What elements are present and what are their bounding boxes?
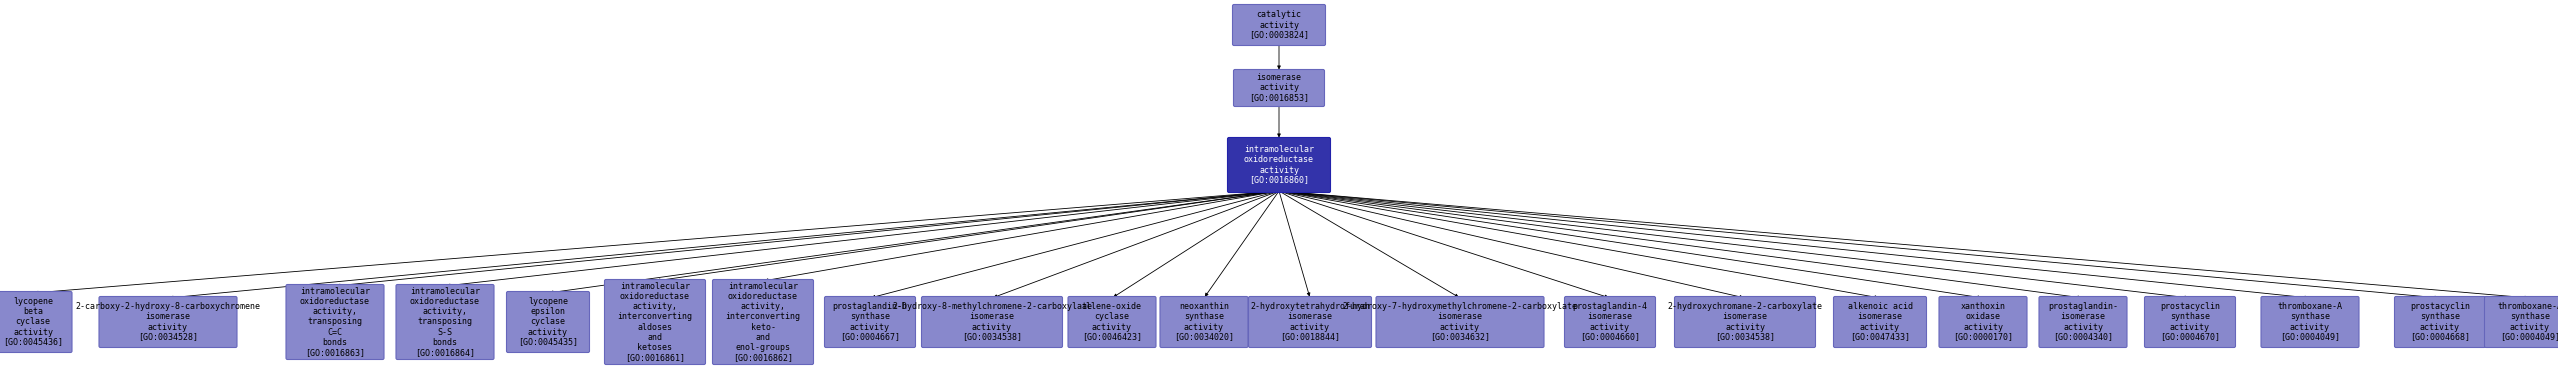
FancyBboxPatch shape bbox=[604, 279, 706, 365]
FancyBboxPatch shape bbox=[921, 296, 1062, 348]
FancyBboxPatch shape bbox=[1565, 296, 1655, 348]
FancyBboxPatch shape bbox=[1376, 296, 1545, 348]
Text: lycopene
beta
cyclase
activity
[GO:0045436]: lycopene beta cyclase activity [GO:00454… bbox=[3, 297, 64, 347]
Text: lycopene
epsilon
cyclase
activity
[GO:0045435]: lycopene epsilon cyclase activity [GO:00… bbox=[519, 297, 578, 347]
Text: thromboxane-A
synthase
activity
[GO:0004049]: thromboxane-A synthase activity [GO:0004… bbox=[2497, 302, 2558, 342]
FancyBboxPatch shape bbox=[714, 279, 813, 365]
Text: 2-hydroxychromane-2-carboxylate
isomerase
activity
[GO:0034538]: 2-hydroxychromane-2-carboxylate isomeras… bbox=[1668, 302, 1821, 342]
Text: xanthoxin
oxidase
activity
[GO:0000170]: xanthoxin oxidase activity [GO:0000170] bbox=[1952, 302, 2013, 342]
Text: 2-hydroxytetrahydrofuran
isomerase
activity
[GO:0018844]: 2-hydroxytetrahydrofuran isomerase activ… bbox=[1251, 302, 1371, 342]
FancyBboxPatch shape bbox=[1939, 296, 2026, 348]
Text: intramolecular
oxidoreductase
activity,
interconverting
aldoses
and
ketoses
[GO:: intramolecular oxidoreductase activity, … bbox=[616, 283, 693, 362]
FancyBboxPatch shape bbox=[1834, 296, 1926, 348]
Text: intramolecular
oxidoreductase
activity
[GO:0016860]: intramolecular oxidoreductase activity [… bbox=[1243, 146, 1315, 185]
Text: prostacyclin
synthase
activity
[GO:0004670]: prostacyclin synthase activity [GO:00046… bbox=[2159, 302, 2220, 342]
Text: thromboxane-A
synthase
activity
[GO:0004049]: thromboxane-A synthase activity [GO:0004… bbox=[2277, 302, 2343, 342]
FancyBboxPatch shape bbox=[1069, 296, 1156, 348]
FancyBboxPatch shape bbox=[1228, 137, 1330, 192]
Text: prostaglandin-D
synthase
activity
[GO:0004667]: prostaglandin-D synthase activity [GO:00… bbox=[831, 302, 908, 342]
FancyBboxPatch shape bbox=[1159, 296, 1248, 348]
FancyBboxPatch shape bbox=[824, 296, 916, 348]
Text: 2-hydroxy-8-methylchromene-2-carboxylate
isomerase
activity
[GO:0034538]: 2-hydroxy-8-methylchromene-2-carboxylate… bbox=[893, 302, 1092, 342]
Text: prostaglandin-4
isomerase
activity
[GO:0004660]: prostaglandin-4 isomerase activity [GO:0… bbox=[1573, 302, 1647, 342]
Text: alkenoic acid
isomerase
activity
[GO:0047433]: alkenoic acid isomerase activity [GO:004… bbox=[1847, 302, 1913, 342]
Text: prostaglandin-
isomerase
activity
[GO:0004340]: prostaglandin- isomerase activity [GO:00… bbox=[2049, 302, 2118, 342]
FancyBboxPatch shape bbox=[1233, 70, 1325, 106]
FancyBboxPatch shape bbox=[1248, 296, 1371, 348]
Text: 2-carboxy-2-hydroxy-8-carboxychromene
isomerase
activity
[GO:0034528]: 2-carboxy-2-hydroxy-8-carboxychromene is… bbox=[77, 302, 261, 342]
Text: isomerase
activity
[GO:0016853]: isomerase activity [GO:0016853] bbox=[1248, 74, 1310, 103]
FancyBboxPatch shape bbox=[0, 291, 72, 353]
Text: allene-oxide
cyclase
activity
[GO:0046423]: allene-oxide cyclase activity [GO:004642… bbox=[1082, 302, 1141, 342]
Text: 2-hydroxy-7-hydroxymethylchromene-2-carboxylate
isomerase
activity
[GO:0034632]: 2-hydroxy-7-hydroxymethylchromene-2-carb… bbox=[1343, 302, 1578, 342]
FancyBboxPatch shape bbox=[2394, 296, 2486, 348]
FancyBboxPatch shape bbox=[506, 291, 588, 353]
FancyBboxPatch shape bbox=[1233, 5, 1325, 46]
FancyBboxPatch shape bbox=[396, 284, 494, 360]
FancyBboxPatch shape bbox=[286, 284, 384, 360]
FancyBboxPatch shape bbox=[2484, 296, 2558, 348]
Text: catalytic
activity
[GO:0003824]: catalytic activity [GO:0003824] bbox=[1248, 10, 1310, 39]
FancyBboxPatch shape bbox=[100, 296, 238, 348]
Text: intramolecular
oxidoreductase
activity,
transposing
C=C
bonds
[GO:0016863]: intramolecular oxidoreductase activity, … bbox=[299, 288, 371, 357]
Text: intramolecular
oxidoreductase
activity,
interconverting
keto-
and
enol-groups
[G: intramolecular oxidoreductase activity, … bbox=[726, 283, 801, 362]
FancyBboxPatch shape bbox=[2039, 296, 2128, 348]
FancyBboxPatch shape bbox=[2261, 296, 2358, 348]
FancyBboxPatch shape bbox=[2144, 296, 2236, 348]
Text: prostacyclin
synthase
activity
[GO:0004668]: prostacyclin synthase activity [GO:00046… bbox=[2410, 302, 2471, 342]
Text: intramolecular
oxidoreductase
activity,
transposing
S-S
bonds
[GO:0016864]: intramolecular oxidoreductase activity, … bbox=[409, 288, 481, 357]
Text: neoxanthin
synthase
activity
[GO:0034020]: neoxanthin synthase activity [GO:0034020… bbox=[1174, 302, 1233, 342]
FancyBboxPatch shape bbox=[1675, 296, 1816, 348]
